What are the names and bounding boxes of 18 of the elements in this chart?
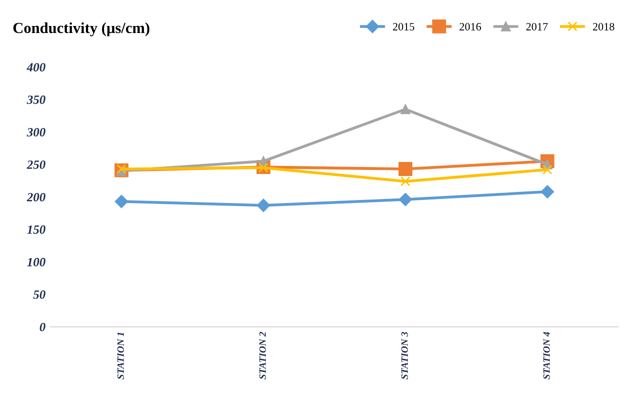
y-tick-label: 250 bbox=[26, 160, 46, 169]
y-tick-label: 350 bbox=[26, 96, 46, 104]
legend-label: 2016 bbox=[460, 22, 482, 30]
chart-title: Conductivity (µs/cm) bbox=[13, 22, 150, 36]
y-tick-label: 100 bbox=[27, 258, 46, 266]
y-tick-label: 400 bbox=[26, 63, 46, 72]
y-tick-label: 200 bbox=[26, 192, 46, 202]
x-tick-label: STATION 3 bbox=[401, 332, 408, 380]
y-tick-label: 150 bbox=[27, 225, 46, 234]
y-tick-label: 300 bbox=[26, 128, 46, 136]
y-tick-label: 50 bbox=[33, 290, 46, 299]
legend-label: 2015 bbox=[392, 22, 414, 30]
y-tick-label: 0 bbox=[40, 322, 46, 332]
legend-label: 2018 bbox=[592, 22, 614, 30]
x-tick-label: STATION 1 bbox=[117, 332, 124, 380]
x-tick-label: STATION 4 bbox=[543, 332, 550, 380]
legend-label: 2017 bbox=[526, 22, 548, 30]
x-tick-label: STATION 2 bbox=[259, 332, 266, 380]
